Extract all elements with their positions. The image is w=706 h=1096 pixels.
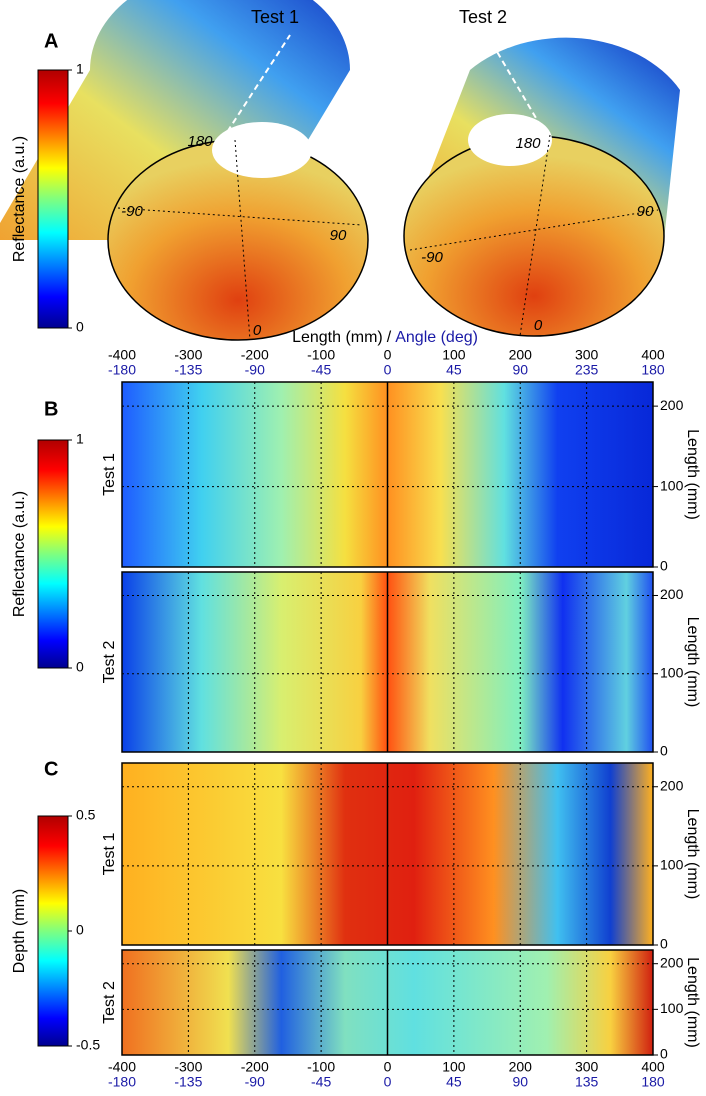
x-angle-tick-label: 135 <box>575 1074 599 1090</box>
angle-label: -90 <box>121 203 143 220</box>
x-angle-tick-label: -180 <box>108 362 136 378</box>
cylinder <box>404 33 680 336</box>
x-angle-tick-label: 45 <box>446 1074 462 1090</box>
panel-a-art <box>0 0 680 340</box>
panel-label: C <box>44 758 58 780</box>
y-tick-label: 0 <box>660 936 668 952</box>
x-tick-label: 100 <box>442 347 466 363</box>
colorbar-tick-label: 0.5 <box>76 807 96 823</box>
angle-label: 0 <box>253 322 262 339</box>
y-tick-label: 200 <box>660 397 684 413</box>
colorbar-tick-label: 0 <box>76 659 84 675</box>
colorbar-tick-label: 1 <box>76 61 84 77</box>
y-axis-title: Length (mm) <box>684 429 701 520</box>
x-tick-label: -200 <box>241 347 269 363</box>
x-angle-tick-label: 0 <box>384 362 392 378</box>
y-tick-label: 100 <box>660 857 684 873</box>
y-tick-label: 0 <box>660 558 668 574</box>
cylinder-title: Test 1 <box>251 7 299 27</box>
x-angle-tick-label: -90 <box>245 362 265 378</box>
row-label: Test 1 <box>101 453 118 496</box>
x-tick-label: -100 <box>307 347 335 363</box>
x-angle-tick-label: 90 <box>512 362 528 378</box>
x-tick-label: -100 <box>307 1059 335 1075</box>
x-angle-tick-label: 45 <box>446 362 462 378</box>
y-tick-label: 100 <box>660 664 684 680</box>
axis-title-part: Length (mm) <box>292 329 383 346</box>
angle-label: 90 <box>637 203 654 220</box>
x-tick-label: 0 <box>384 1059 392 1075</box>
x-tick-label: -300 <box>174 347 202 363</box>
x-angle-tick-label: 180 <box>641 1074 665 1090</box>
colorbar-tick-label: 0 <box>76 319 84 335</box>
x-tick-label: -300 <box>174 1059 202 1075</box>
x-tick-label: 200 <box>509 347 533 363</box>
x-tick-label: -200 <box>241 1059 269 1075</box>
axis-title-part: Angle (deg) <box>395 329 478 346</box>
x-angle-tick-label: 180 <box>641 362 665 378</box>
row-label: Test 2 <box>101 641 118 684</box>
y-tick-label: 200 <box>660 954 684 970</box>
angle-label: -90 <box>421 249 443 266</box>
angle-label: 180 <box>187 133 213 150</box>
x-tick-label: 300 <box>575 1059 599 1075</box>
figure: A 1 0 Reflectance (a.u.) Test 1 180 -90 90 0 Test… <box>0 0 706 1091</box>
x-angle-tick-label: -45 <box>311 1074 331 1090</box>
colorbar-label: Reflectance (a.u.) <box>11 136 28 262</box>
y-tick-label: 100 <box>660 477 684 493</box>
angle-label: 180 <box>515 135 541 152</box>
row-label: Test 1 <box>101 833 118 876</box>
x-tick-label: 100 <box>442 1059 466 1075</box>
x-angle-tick-label: 0 <box>384 1074 392 1090</box>
x-tick-label: 300 <box>575 347 599 363</box>
y-tick-label: 200 <box>660 777 684 793</box>
angle-label: 0 <box>534 317 543 334</box>
x-tick-label: 0 <box>384 347 392 363</box>
x-tick-label: 400 <box>641 1059 665 1075</box>
colorbar-tick-label: 0 <box>76 922 84 938</box>
axis-title: Length (mm)/Angle (deg) <box>292 329 478 346</box>
x-angle-tick-label: -90 <box>245 1074 265 1090</box>
colorbar-label: Reflectance (a.u.) <box>11 491 28 617</box>
x-tick-label: 200 <box>509 1059 533 1075</box>
x-tick-label: -400 <box>108 1059 136 1075</box>
x-tick-label: 400 <box>641 347 665 363</box>
panel-label: A <box>44 30 58 52</box>
colorbar-label: Depth (mm) <box>11 889 28 973</box>
y-tick-label: 100 <box>660 1000 684 1016</box>
y-tick-label: 0 <box>660 743 668 759</box>
colorbar <box>38 70 68 328</box>
angle-label: 90 <box>330 227 347 244</box>
colorbar <box>38 816 68 1046</box>
x-angle-tick-label: -180 <box>108 1074 136 1090</box>
colorbar-tick-label: 1 <box>76 431 84 447</box>
colorbar-tick-label: -0.5 <box>76 1037 100 1053</box>
cylinder-title: Test 2 <box>459 7 507 27</box>
y-axis-title: Length (mm) <box>684 809 701 900</box>
x-angle-tick-label: 90 <box>512 1074 528 1090</box>
colorbar <box>38 440 68 668</box>
x-angle-tick-label: -45 <box>311 362 331 378</box>
panel-label: B <box>44 398 58 420</box>
y-axis-title: Length (mm) <box>684 957 701 1048</box>
y-tick-label: 200 <box>660 586 684 602</box>
x-angle-tick-label: -135 <box>174 1074 202 1090</box>
axis-title-part: / <box>387 329 392 346</box>
x-tick-label: -400 <box>108 347 136 363</box>
row-label: Test 2 <box>101 981 118 1024</box>
x-angle-tick-label: 235 <box>575 362 599 378</box>
x-angle-tick-label: -135 <box>174 362 202 378</box>
y-axis-title: Length (mm) <box>684 617 701 708</box>
